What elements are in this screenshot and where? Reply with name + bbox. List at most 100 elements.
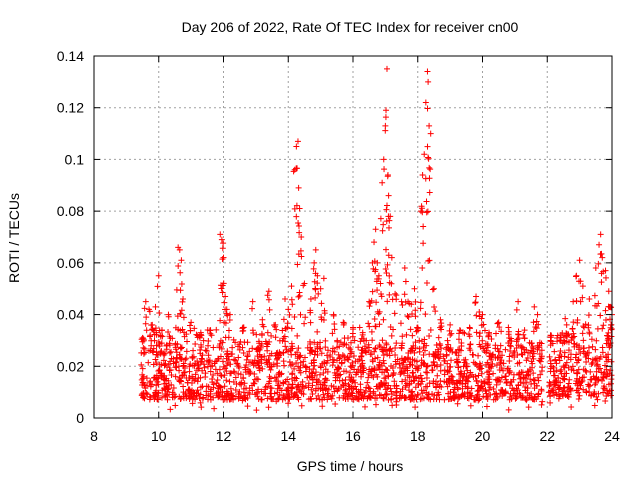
baseline-point — [265, 404, 272, 411]
data-point-cluster — [402, 278, 409, 285]
data-point-cluster — [321, 310, 328, 317]
baseline-point — [193, 393, 200, 400]
baseline-point — [295, 394, 302, 401]
baseline-point — [223, 394, 230, 401]
baseline-point — [546, 383, 553, 390]
baseline-point — [214, 370, 221, 377]
baseline-point — [268, 332, 275, 339]
baseline-point — [289, 385, 296, 392]
baseline-point — [368, 372, 375, 379]
baseline-point — [345, 391, 352, 398]
baseline-point — [250, 380, 257, 387]
baseline-point — [182, 356, 189, 363]
baseline-point — [476, 395, 483, 402]
baseline-point — [526, 339, 533, 346]
x-tick-label: 16 — [345, 428, 361, 444]
data-point — [142, 298, 149, 305]
data-point — [293, 143, 300, 150]
baseline-point — [605, 351, 612, 358]
baseline-point — [478, 370, 485, 377]
baseline-point — [338, 359, 345, 366]
baseline-point — [388, 391, 395, 398]
baseline-point — [155, 375, 162, 382]
data-point-cluster — [424, 105, 431, 112]
baseline-point — [449, 348, 456, 355]
baseline-point — [357, 381, 364, 388]
data-point-cluster — [385, 224, 392, 231]
data-point-cluster — [506, 334, 513, 341]
baseline-point — [573, 359, 580, 366]
data-point — [495, 319, 502, 326]
baseline-point — [189, 373, 196, 380]
baseline-point — [579, 330, 586, 337]
baseline-point — [605, 381, 612, 388]
data-point-cluster — [138, 336, 145, 343]
baseline-point — [547, 399, 554, 406]
baseline-point — [530, 376, 537, 383]
baseline-point — [462, 356, 469, 363]
y-tick-label: 0.08 — [57, 203, 84, 219]
baseline-point — [486, 387, 493, 394]
data-point-cluster — [417, 299, 424, 306]
y-tick-label: 0.02 — [57, 358, 84, 374]
baseline-point — [322, 376, 329, 383]
baseline-point — [587, 368, 594, 375]
baseline-point — [167, 358, 174, 365]
data-point-cluster — [494, 320, 501, 327]
baseline-point — [198, 341, 205, 348]
baseline-point — [448, 372, 455, 379]
baseline-point — [357, 363, 364, 370]
data-point-cluster — [291, 314, 298, 321]
baseline-point — [470, 396, 477, 403]
baseline-point — [158, 370, 165, 377]
baseline-point — [495, 353, 502, 360]
data-point-cluster — [405, 314, 412, 321]
baseline-point — [305, 384, 312, 391]
data-point-cluster — [586, 329, 593, 336]
data-point-cluster — [297, 311, 304, 318]
baseline-point — [547, 365, 554, 372]
data-point-cluster — [388, 280, 395, 287]
baseline-point — [508, 395, 515, 402]
data-point — [296, 205, 303, 212]
data-point — [176, 246, 183, 253]
baseline-point — [265, 380, 272, 387]
baseline-point — [284, 387, 291, 394]
baseline-point — [493, 362, 500, 369]
baseline-point — [140, 344, 147, 351]
baseline-point — [238, 379, 245, 386]
baseline-point — [379, 337, 386, 344]
baseline-point — [365, 393, 372, 400]
data-point-cluster — [409, 311, 416, 318]
baseline-point — [226, 356, 233, 363]
baseline-point — [430, 359, 437, 366]
baseline-point — [473, 362, 480, 369]
baseline-point — [376, 391, 383, 398]
baseline-point — [593, 362, 600, 369]
data-point-cluster — [386, 217, 393, 224]
data-point-cluster — [219, 245, 226, 252]
baseline-point — [247, 369, 254, 376]
baseline-point — [520, 374, 527, 381]
baseline-point — [322, 337, 329, 344]
data-point-cluster — [480, 321, 487, 328]
data-point — [222, 293, 229, 300]
baseline-point — [441, 396, 448, 403]
baseline-point — [490, 370, 497, 377]
baseline-point — [467, 402, 474, 409]
baseline-point — [406, 361, 413, 368]
data-point — [307, 296, 314, 303]
baseline-point — [218, 373, 225, 380]
baseline-point — [347, 339, 354, 346]
baseline-point — [486, 376, 493, 383]
baseline-point — [556, 392, 563, 399]
baseline-point — [288, 340, 295, 347]
baseline-point — [467, 390, 474, 397]
baseline-point — [500, 367, 507, 374]
data-point-cluster — [423, 198, 430, 205]
data-point — [411, 285, 418, 292]
baseline-point — [560, 363, 567, 370]
baseline-point — [358, 353, 365, 360]
baseline-point — [237, 371, 244, 378]
data-point-cluster — [300, 282, 307, 289]
